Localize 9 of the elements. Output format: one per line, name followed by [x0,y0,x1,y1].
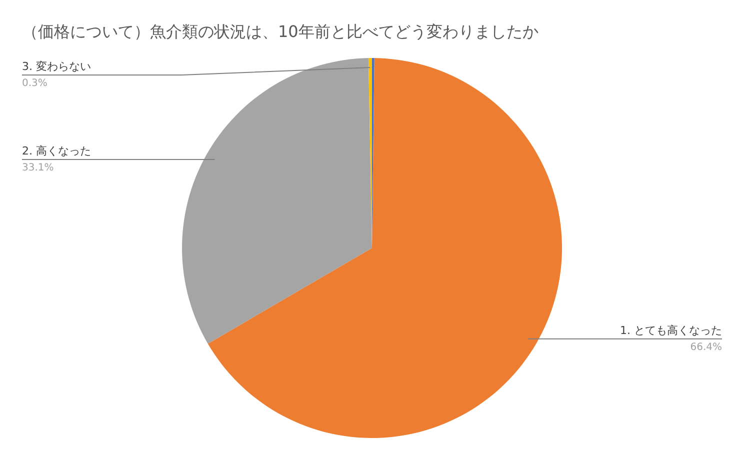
data-label: 33.1% [22,162,54,174]
slice-label: 3. 変わらない [22,60,91,73]
data-label: 0.3% [22,78,48,89]
data-label: 66.4% [690,342,722,353]
slice-label: 2. 高くなった [22,144,91,158]
slice-label: 1. とても高くなった [620,324,722,337]
pie-slice [182,58,372,344]
chart-title: （価格について）魚介類の状況は、10年前と比べてどう変わりましたか [22,22,538,41]
pie-slice [208,58,562,438]
